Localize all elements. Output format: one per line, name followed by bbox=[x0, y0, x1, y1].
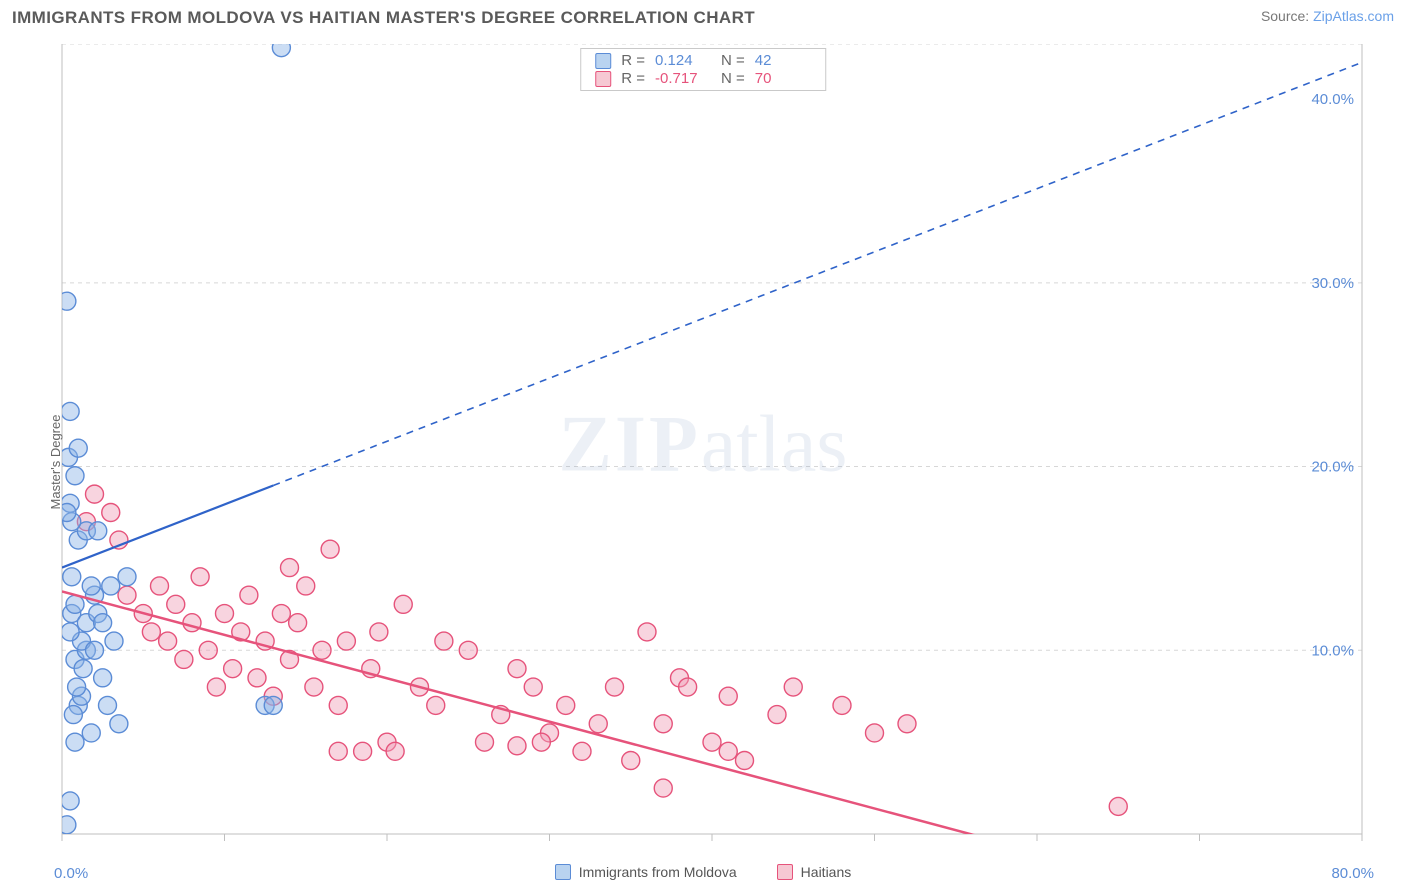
r-label-1: R = bbox=[621, 52, 645, 69]
legend-swatch-moldova bbox=[555, 864, 571, 880]
r-label-2: R = bbox=[621, 70, 645, 87]
svg-text:20.0%: 20.0% bbox=[1311, 459, 1354, 476]
legend-row-2: R = -0.717 N = 70 bbox=[595, 70, 811, 87]
legend-swatch-blue bbox=[595, 53, 611, 69]
n-label-1: N = bbox=[721, 52, 745, 69]
source-link[interactable]: ZipAtlas.com bbox=[1313, 8, 1394, 24]
scatter-chart: 10.0% 20.0% 30.0% 40.0% bbox=[12, 44, 1394, 880]
legend-row-1: R = 0.124 N = 42 bbox=[595, 52, 811, 69]
legend-swatch-haitians bbox=[777, 864, 793, 880]
legend-label-moldova: Immigrants from Moldova bbox=[579, 864, 737, 880]
legend-swatch-pink bbox=[595, 71, 611, 87]
x-max-label: 80.0% bbox=[1331, 865, 1374, 882]
n-value-2: 70 bbox=[755, 70, 811, 87]
page-title: IMMIGRANTS FROM MOLDOVA VS HAITIAN MASTE… bbox=[12, 8, 755, 28]
legend-label-haitians: Haitians bbox=[801, 864, 852, 880]
y-axis-label: Master's Degree bbox=[48, 415, 63, 510]
svg-text:10.0%: 10.0% bbox=[1311, 642, 1354, 659]
correlation-legend: R = 0.124 N = 42 R = -0.717 N = 70 bbox=[580, 48, 826, 91]
r-value-1: 0.124 bbox=[655, 52, 711, 69]
n-value-1: 42 bbox=[755, 52, 811, 69]
n-label-2: N = bbox=[721, 70, 745, 87]
chart-area: Master's Degree ZIPatlas 10.0%20.0%30.0%… bbox=[12, 44, 1394, 880]
svg-text:40.0%: 40.0% bbox=[1311, 91, 1354, 108]
source-prefix: Source: bbox=[1261, 8, 1313, 24]
svg-text:30.0%: 30.0% bbox=[1311, 275, 1354, 292]
x-min-label: 0.0% bbox=[54, 865, 88, 882]
legend-item-moldova: Immigrants from Moldova bbox=[555, 864, 737, 880]
x-axis-legend: Immigrants from Moldova Haitians bbox=[12, 864, 1394, 880]
legend-item-haitians: Haitians bbox=[777, 864, 852, 880]
r-value-2: -0.717 bbox=[655, 70, 711, 87]
source-label: Source: ZipAtlas.com bbox=[1261, 8, 1394, 24]
